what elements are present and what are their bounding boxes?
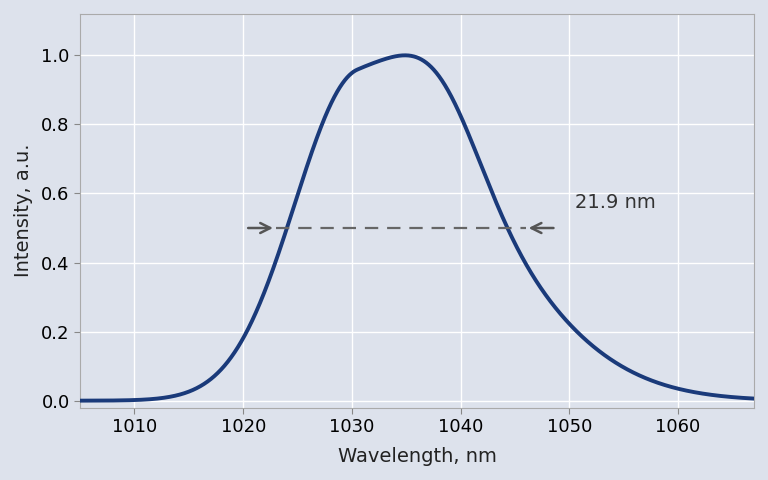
Text: 21.9 nm: 21.9 nm — [574, 193, 656, 213]
Y-axis label: Intensity, a.u.: Intensity, a.u. — [14, 144, 33, 277]
X-axis label: Wavelength, nm: Wavelength, nm — [338, 447, 497, 466]
